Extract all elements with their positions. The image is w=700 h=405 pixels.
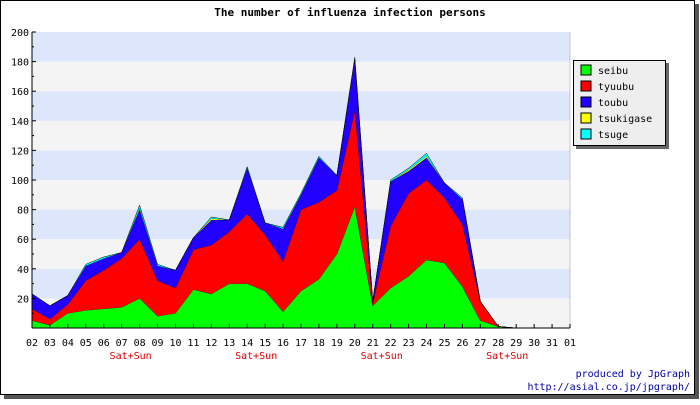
y-tick-label: 140 [11,117,29,128]
x-tick-label: 16 [277,338,289,349]
y-tick-label: 160 [11,87,29,98]
series-line-tsuge [31,57,570,329]
chart-title: The number of influenza infection person… [214,6,486,19]
x-tick-label: 27 [474,338,486,349]
x-tick-labels: 02 03 04 05 06 07 08 09 10 11 12 13 14 15 16 17 18 19 20 21… [26,324,576,349]
x-tick-label: 02 [26,338,38,349]
legend-swatch-seibu [580,64,592,76]
legend-items: seibu tyuubu toubu tsukigase tsuge [580,64,652,141]
legend: seibu tyuubu toubu tsukigase tsuge [573,60,669,149]
x-tick-label: 14 [241,338,253,349]
x-tick-label: 11 [187,338,199,349]
legend-swatch-tsuge [580,128,592,140]
grid-band [32,32,570,62]
y-tick-label: 100 [11,176,29,187]
x-tick-label: 15 [259,338,271,349]
credit-line-1: produced by JpGraph [576,369,690,380]
y-tick-label: 20 [17,294,29,305]
weekend-label: Sat+Sun [110,351,152,362]
y-tick-label: 40 [17,265,29,276]
legend-label-tsuge: tsuge [598,130,628,141]
x-tick-label: 08 [134,338,146,349]
grid-band [32,150,570,180]
weekend-label: Sat+Sun [486,351,528,362]
weekend-label: Sat+Sun [235,351,277,362]
x-tick-label: 12 [205,338,217,349]
x-tick-label: 23 [403,338,415,349]
y-tick-label: 60 [17,235,29,246]
x-tick-label: 05 [80,338,92,349]
weekend-labels: Sat+Sun Sat+Sun Sat+Sun Sat+Sun [110,351,529,362]
credit-line-2: http://asial.co.jp/jpgraph/ [527,382,690,393]
y-tick-label: 180 [11,58,29,69]
y-tick-labels: 20 40 60 80 100 120 140 160 180 200 [11,28,36,314]
legend-swatch-toubu [580,96,592,108]
weekend-label: Sat+Sun [361,351,403,362]
x-tick-label: 07 [116,338,128,349]
x-tick-label: 10 [169,338,181,349]
x-tick-label: 01 [564,338,576,349]
x-tick-label: 28 [492,338,504,349]
series-area-tyuubu [32,110,570,328]
x-tick-label: 03 [44,338,56,349]
y-tick-label: 200 [11,28,29,39]
x-tick-label: 26 [456,338,468,349]
x-tick-label: 29 [510,338,522,349]
legend-swatch-tsukigase [580,112,592,124]
x-tick-label: 25 [438,338,450,349]
x-tick-label: 18 [313,338,325,349]
x-tick-label: 06 [98,338,110,349]
legend-label-toubu: toubu [598,98,628,109]
grid-band [32,61,570,92]
x-tick-label: 21 [367,338,379,349]
x-tick-label: 24 [421,338,433,349]
legend-label-seibu: seibu [598,66,628,77]
x-tick-label: 31 [546,338,558,349]
legend-label-tyuubu: tyuubu [598,82,634,93]
legend-label-tsukigase: tsukigase [598,114,652,125]
y-tick-label: 80 [17,206,29,217]
x-tick-label: 22 [385,338,397,349]
x-tick-label: 04 [62,338,74,349]
x-tick-label: 17 [295,338,307,349]
x-tick-label: 30 [528,338,540,349]
x-tick-label: 09 [152,338,164,349]
series-areas [31,57,570,329]
x-tick-label: 20 [349,338,361,349]
x-tick-label: 19 [331,338,343,349]
y-tick-label: 120 [11,146,29,157]
grid-band [32,120,570,151]
series-area-seibu [32,206,570,328]
legend-swatch-tyuubu [580,80,592,92]
x-tick-label: 13 [223,338,235,349]
grid-band [32,91,570,121]
